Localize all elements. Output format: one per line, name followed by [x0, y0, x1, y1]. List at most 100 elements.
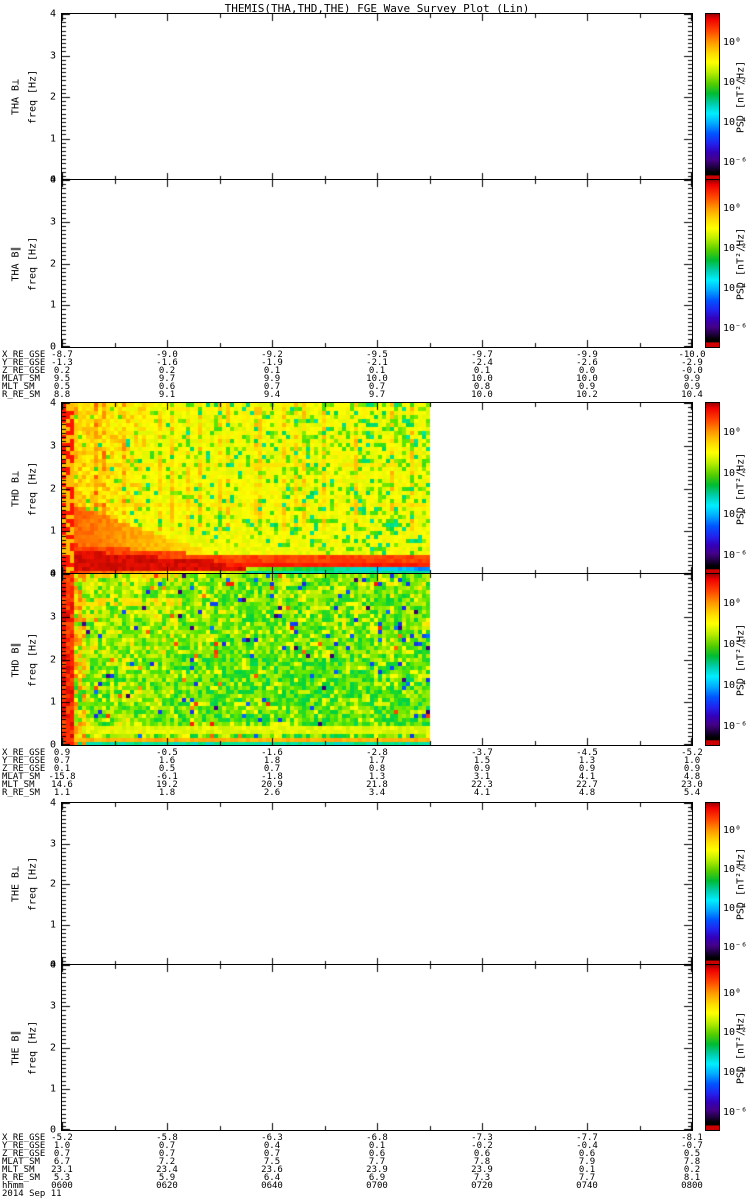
ephemeris-value: 10.0 — [471, 390, 493, 400]
ephemeris-value: 1.8 — [263, 756, 281, 766]
ephemeris-value: 7.3 — [473, 1173, 491, 1183]
ephemeris-value: -1.6 — [261, 748, 283, 758]
freq-tick-label: 4 — [49, 568, 56, 580]
time-axis-label: hhmm — [2, 1181, 24, 1191]
ephemeris-row-label: X_RE_GSE — [2, 748, 46, 758]
freq-tick-label: 0 — [49, 959, 56, 971]
ephemeris-value: -5.8 — [156, 1133, 178, 1143]
colorbar-tick-label: 10⁻² — [723, 76, 748, 88]
ephemeris-value: -2.9 — [681, 358, 703, 368]
freq-tick-label: 1 — [49, 696, 56, 708]
ephemeris-value: 21.8 — [366, 780, 388, 790]
date-label: 2014 Sep 11 — [2, 1189, 62, 1199]
panel-label: THE B∥ — [10, 1029, 22, 1066]
freq-tick-label: 0 — [49, 568, 56, 580]
panel-label: THD B∥ — [10, 641, 22, 678]
ephemeris-value: 3.1 — [473, 772, 491, 782]
colorbar-tick-label: 10⁻² — [723, 467, 748, 479]
time-tick-label: 0620 — [156, 1181, 178, 1191]
ephemeris-value: 1.8 — [158, 788, 176, 798]
colorbar-tick-label: 10⁻⁶ — [723, 941, 748, 953]
colorbar-tick-label: 10⁰ — [723, 426, 742, 438]
panel-label: THE B⊥ — [10, 865, 22, 903]
time-tick-label: 0720 — [471, 1181, 493, 1191]
freq-tick-label: 4 — [49, 8, 56, 20]
panel-label: THA B⊥ — [10, 78, 22, 116]
ephemeris-value: -9.0 — [156, 350, 178, 360]
colorbar-tick-label: 10⁻⁴ — [723, 116, 748, 128]
ephemeris-value: 5.3 — [53, 1173, 71, 1183]
ephemeris-value: 0.9 — [578, 764, 596, 774]
freq-tick-label: 3 — [49, 838, 56, 849]
freq-tick-label: 2 — [49, 654, 56, 665]
ephemeris-row-label: Y_RE_GSE — [2, 1141, 46, 1151]
colorbar-tick-label: 10⁻² — [723, 1027, 748, 1039]
ephemeris-value: 6.7 — [53, 1157, 71, 1167]
colorbar-tick-label: 10⁰ — [723, 987, 742, 999]
ephemeris-value: 7.2 — [158, 1157, 176, 1167]
ephemeris-value: 22.7 — [576, 780, 598, 790]
ephemeris-value: 0.6 — [578, 1149, 596, 1159]
ephemeris-value: 6.4 — [263, 1173, 281, 1183]
ephemeris-value: -7.3 — [471, 1133, 493, 1143]
freq-tick-label: 0 — [49, 1124, 56, 1136]
ephemeris-value: 9.7 — [158, 374, 176, 384]
ephemeris-value: 23.0 — [681, 780, 703, 790]
colorbar-tick-label: 10⁻⁶ — [723, 721, 748, 733]
colorbar — [705, 402, 720, 575]
ephemeris-value: 0.0 — [578, 366, 596, 376]
ephemeris-value: 7.8 — [473, 1157, 491, 1167]
ephemeris-value: 0.1 — [578, 1165, 596, 1175]
ephemeris-value: 23.9 — [366, 1165, 388, 1175]
ephemeris-value: -1.3 — [51, 358, 73, 368]
colorbar-title: PSD [nT²/Hz] — [735, 623, 747, 696]
ephemeris-value: 9.9 — [263, 374, 281, 384]
ephemeris-row-label: MLT_SM — [2, 780, 35, 790]
ephemeris-value: -2.8 — [366, 748, 388, 758]
ephemeris-value: 1.7 — [368, 756, 386, 766]
freq-tick-label: 4 — [49, 174, 56, 186]
ephemeris-row-label: R_RE_SM — [2, 390, 40, 400]
colorbar-tick-label: 10⁻⁴ — [723, 1067, 748, 1079]
ephemeris-value: -1.8 — [261, 772, 283, 782]
colorbar-title: PSD [nT²/Hz] — [735, 60, 747, 134]
spectrogram-canvas-panel-6 — [61, 964, 693, 1131]
ephemeris-value: 20.9 — [261, 780, 283, 790]
ephemeris-value: 7.7 — [368, 1157, 386, 1167]
ephemeris-row-label: X_RE_GSE — [2, 1133, 46, 1143]
ephemeris-value: 14.6 — [51, 780, 73, 790]
ephemeris-value: -0.2 — [471, 1141, 493, 1151]
plot-title: THEMIS(THA,THD,THE) FGE Wave Survey Plot… — [224, 2, 530, 15]
ephemeris-value: -15.8 — [48, 772, 76, 782]
ephemeris-value: 0.7 — [53, 1149, 71, 1159]
ephemeris-value: -2.1 — [366, 358, 388, 368]
ephemeris-value: 7.7 — [578, 1173, 596, 1183]
ephemeris-value: 10.0 — [471, 374, 493, 384]
ephemeris-value: 9.4 — [263, 390, 281, 400]
ephemeris-row-label: Z_RE_GSE — [2, 1149, 46, 1159]
freq-tick-label: 4 — [49, 397, 56, 409]
ephemeris-row-label: MLAT_SM — [2, 374, 40, 384]
ephemeris-row-label: Z_RE_GSE — [2, 764, 46, 774]
ephemeris-value: 9.9 — [683, 374, 701, 384]
ephemeris-value: 1.1 — [53, 788, 71, 798]
ephemeris-value: 23.1 — [51, 1165, 73, 1175]
ephemeris-row-label: Y_RE_GSE — [2, 756, 46, 766]
freq-tick-label: 1 — [49, 1083, 56, 1095]
colorbar-tick-label: 10⁻² — [723, 864, 748, 876]
freq-tick-label: 4 — [49, 959, 56, 971]
ephemeris-value: 0.9 — [53, 748, 71, 758]
ephemeris-value: 0.9 — [683, 382, 701, 392]
ephemeris-value: -8.7 — [51, 350, 73, 360]
ephemeris-value: 1.0 — [683, 756, 701, 766]
ephemeris-value: -3.7 — [471, 748, 493, 758]
ephemeris-value: 0.7 — [263, 382, 281, 392]
ephemeris-value: -5.2 — [51, 1133, 73, 1143]
ephemeris-value: 0.1 — [473, 366, 491, 376]
ephemeris-value: 7.5 — [263, 1157, 281, 1167]
ephemeris-value: 7.8 — [683, 1157, 701, 1167]
ephemeris-value: 0.8 — [473, 382, 491, 392]
freq-tick-label: 0 — [49, 739, 56, 751]
freq-tick-label: 3 — [49, 440, 56, 452]
ephemeris-value: 3.4 — [368, 788, 386, 798]
